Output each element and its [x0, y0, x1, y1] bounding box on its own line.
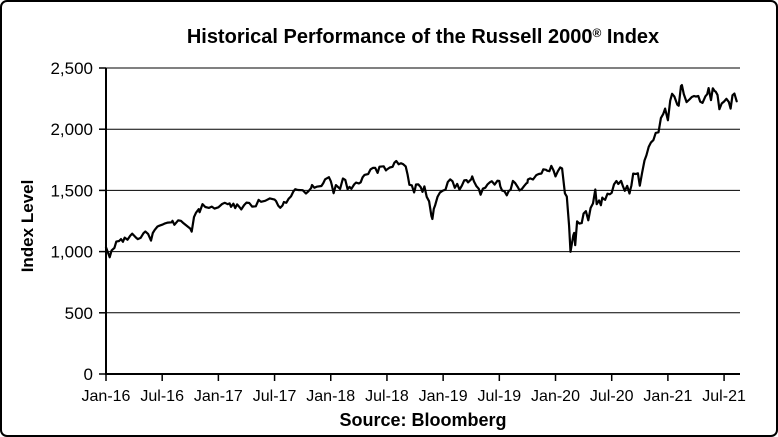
- y-tick-label: 2,000: [50, 120, 93, 139]
- x-tick-label: Jul-16: [140, 388, 184, 405]
- chart-title: Historical Performance of the Russell 20…: [106, 26, 740, 49]
- source-note: Source: Bloomberg: [339, 410, 507, 430]
- registered-trademark-symbol: ®: [592, 26, 602, 40]
- chart-title-suffix: Index: [601, 26, 660, 48]
- y-tick-label: 1,500: [50, 181, 93, 200]
- x-tick-label: Jan-20: [531, 388, 580, 405]
- x-tick-label: Jul-21: [702, 388, 746, 405]
- x-tick-label: Jul-19: [478, 388, 522, 405]
- y-tick-label: 500: [65, 304, 93, 323]
- chart-title-main: Historical Performance of the Russell 20…: [186, 26, 593, 48]
- x-tick-label: Jul-20: [590, 388, 634, 405]
- x-tick-label: Jul-17: [253, 388, 297, 405]
- x-tick-label: Jan-16: [82, 388, 131, 405]
- y-tick-label: 0: [84, 365, 93, 384]
- russell-2000-series-line: [104, 83, 738, 259]
- y-tick-label: 2,500: [50, 59, 93, 78]
- x-tick-label: Jan-19: [419, 388, 468, 405]
- x-tick-label: Jan-17: [194, 388, 243, 405]
- x-tick-label: Jan-21: [643, 388, 692, 405]
- y-tick-label: 1,000: [50, 243, 93, 262]
- x-tick-label: Jul-18: [365, 388, 409, 405]
- x-tick-label: Jan-18: [306, 388, 355, 405]
